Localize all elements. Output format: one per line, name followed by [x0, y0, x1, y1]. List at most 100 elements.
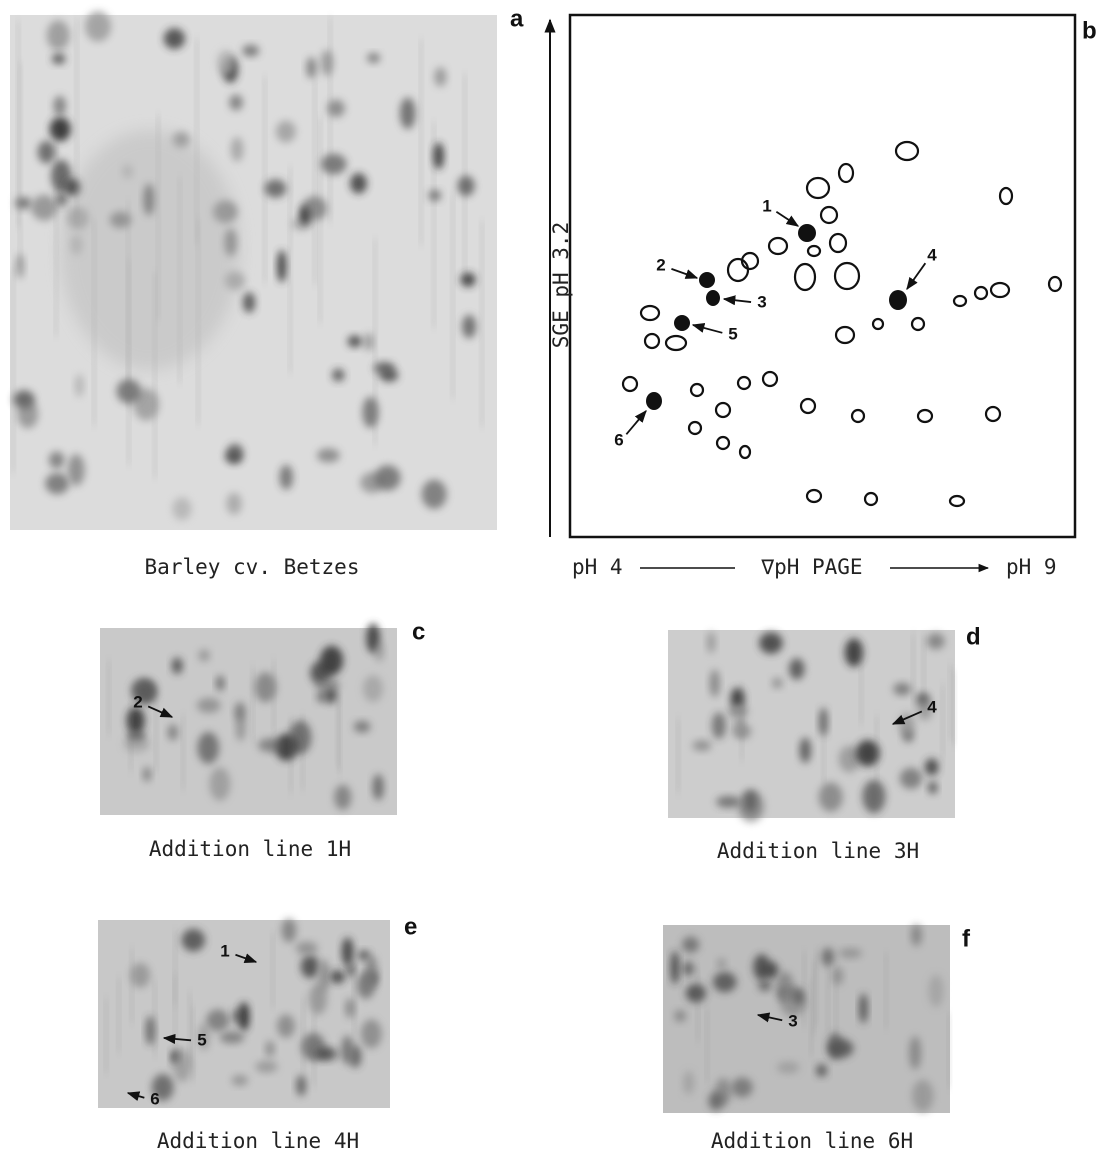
gel-photo: [100, 628, 397, 815]
gel-spot: [300, 955, 320, 979]
gel-spot: [216, 49, 235, 76]
gel-spot: [685, 983, 706, 1003]
gel-streak: [153, 980, 157, 1057]
y-axis-label: SGE pH 3.2: [549, 222, 573, 348]
gel-streak: [117, 977, 121, 1053]
gel-streak: [812, 959, 816, 1036]
gel-streak: [432, 121, 436, 328]
gel-spot: [51, 53, 66, 65]
panel-letter: c: [412, 618, 425, 645]
gel-spot: [433, 142, 444, 170]
gel-spot: [341, 1035, 354, 1065]
gel-streak: [352, 959, 356, 1036]
panel-letter: a: [510, 5, 524, 32]
caption: Addition line 3H: [717, 839, 919, 863]
gel-streak: [948, 664, 952, 740]
gel-spot: [216, 675, 225, 691]
open-spot: [998, 186, 1014, 206]
gel-spot: [844, 638, 864, 667]
spot-map: [621, 140, 1063, 508]
gel-spot: [926, 633, 945, 650]
gel-spot: [198, 1023, 210, 1051]
gel-spot: [318, 959, 330, 992]
gel-spot: [460, 272, 476, 287]
gel-spot: [130, 962, 151, 988]
filled-spot: [889, 290, 907, 310]
gel-spot: [53, 95, 66, 116]
open-spot: [799, 397, 817, 415]
gel-spot: [753, 954, 770, 981]
open-spot: [793, 262, 817, 292]
gel-streak: [922, 634, 926, 710]
gel-spot: [332, 368, 345, 382]
spot-label: 4: [927, 245, 937, 264]
gel-streak: [328, 16, 332, 223]
open-spot: [767, 236, 789, 256]
gel-spot: [230, 137, 244, 162]
gel-spot: [49, 117, 71, 142]
gel-spot: [296, 1074, 307, 1097]
open-spot: [643, 332, 661, 350]
gel-spot: [46, 20, 70, 51]
open-spot: [738, 444, 752, 460]
gel-streak: [952, 670, 956, 746]
gel-spot: [893, 682, 912, 696]
open-spot: [687, 420, 703, 436]
gel-spot: [911, 924, 922, 947]
gel-spot: [330, 970, 345, 984]
gel-spot: [373, 361, 395, 375]
spot-label: 2: [656, 255, 665, 274]
gel-streak: [188, 992, 192, 1068]
gel-spot: [56, 192, 68, 207]
gel-spot: [928, 974, 944, 1008]
gel-spot: [265, 1040, 275, 1058]
open-spot: [805, 488, 823, 504]
open-spot: [894, 140, 920, 162]
open-spot: [736, 375, 752, 391]
gel-streak: [338, 699, 342, 775]
gel-spot: [219, 1031, 245, 1044]
label-arrow: [775, 210, 800, 227]
gel-spot: [255, 1060, 278, 1073]
gel-streak: [809, 980, 813, 1056]
gel-haze: [60, 130, 240, 370]
gel-spot: [716, 796, 741, 808]
caption: Barley cv. Betzes: [145, 555, 360, 579]
open-spot: [910, 316, 926, 332]
gel-spot: [399, 97, 416, 130]
gel-spot: [133, 388, 159, 421]
gel-spot: [674, 1010, 686, 1022]
filled-spot: [646, 392, 662, 410]
label-arrow: [126, 1091, 145, 1101]
gel-spot: [912, 1079, 934, 1112]
gel-spot: [197, 732, 220, 764]
gel-photo: [663, 925, 950, 1113]
gel-spot: [838, 745, 860, 773]
gel-streak: [11, 266, 15, 473]
gel-spot: [196, 697, 221, 714]
spot-label: 3: [788, 1011, 797, 1030]
gel-streak: [54, 130, 58, 337]
gel-spot: [315, 678, 340, 691]
panel-letter: d: [966, 623, 981, 650]
gel-spot: [711, 712, 726, 740]
gel-spot: [356, 971, 376, 999]
panel-letter: f: [962, 925, 971, 952]
gel-spot: [362, 675, 383, 703]
spot-label: 3: [757, 292, 766, 311]
gel-spot: [238, 1002, 250, 1032]
spot-label: 5: [197, 1030, 206, 1049]
gel-spot: [309, 983, 327, 1015]
gel-spot: [350, 173, 367, 194]
gel-spot: [131, 678, 156, 702]
diagram-frame: [568, 13, 1077, 539]
open-spot: [664, 334, 688, 352]
gel-streak: [104, 998, 108, 1074]
gel-streak: [154, 698, 158, 774]
gel-spot: [899, 767, 923, 789]
caption: Addition line 1H: [149, 837, 351, 861]
gel-streak: [941, 684, 945, 760]
gel-spot: [716, 958, 727, 970]
gel-spot: [171, 657, 183, 675]
open-spot: [761, 370, 779, 388]
